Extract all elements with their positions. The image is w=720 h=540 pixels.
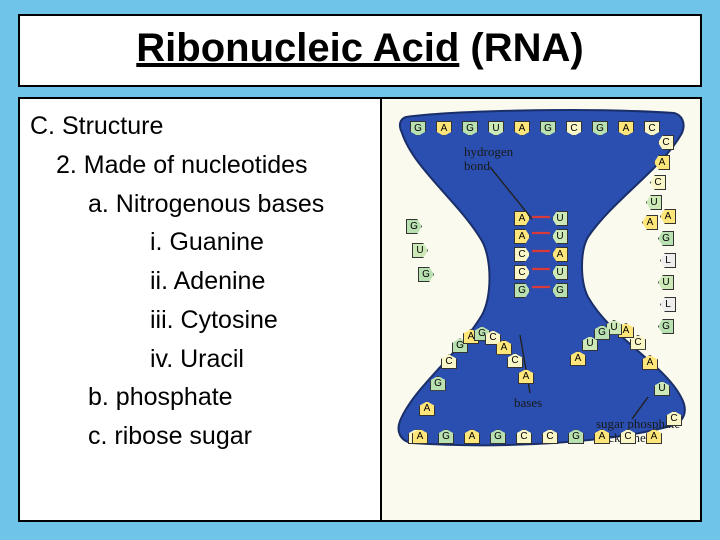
outline-item: a. Nitrogenous bases — [88, 185, 374, 224]
rna-diagram: hydrogenbond bases sugar phosphatebackbo… — [380, 99, 700, 520]
outline-item: b. phosphate — [88, 378, 374, 417]
label-bases: bases — [514, 395, 542, 411]
rna-svg — [382, 99, 700, 520]
title-box: Ribonucleic Acid (RNA) — [18, 14, 702, 87]
page-title: Ribonucleic Acid (RNA) — [136, 26, 583, 70]
label-hydrogen-bond: hydrogenbond — [464, 145, 513, 174]
outline-item: iv. Uracil — [150, 340, 374, 379]
outline-item: 2. Made of nucleotides — [56, 146, 374, 185]
outline-item: C. Structure — [30, 107, 374, 146]
outline-item: i. Guanine — [150, 223, 374, 262]
title-plain: (RNA) — [459, 26, 583, 70]
title-underlined: Ribonucleic Acid — [136, 26, 459, 70]
outline-item: c. ribose sugar — [88, 417, 374, 456]
outline-column: C. Structure 2. Made of nucleotides a. N… — [20, 99, 380, 520]
outline-item: ii. Adenine — [150, 262, 374, 301]
content-box: C. Structure 2. Made of nucleotides a. N… — [18, 97, 702, 522]
outline-item: iii. Cytosine — [150, 301, 374, 340]
